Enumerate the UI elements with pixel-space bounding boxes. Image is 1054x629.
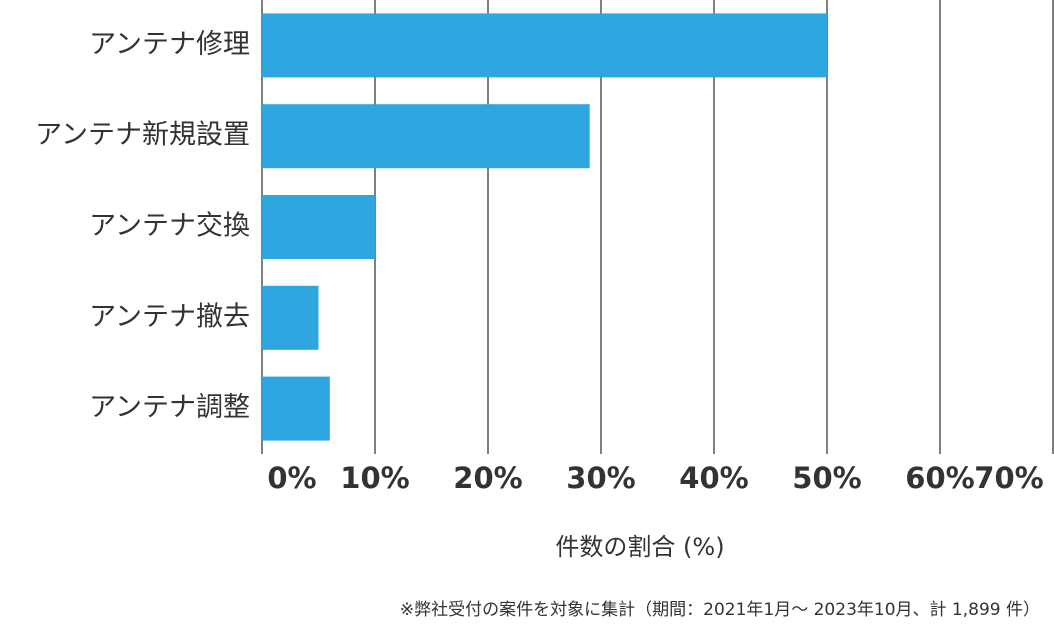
bar: [262, 13, 827, 78]
x-tick-label: 50%: [792, 461, 861, 495]
y-tick-label: アンテナ新規設置: [35, 120, 250, 151]
x-axis-title: 件数の割合 (%): [555, 533, 724, 561]
bar: [262, 104, 590, 169]
bar: [262, 285, 319, 350]
bar: [262, 376, 330, 441]
bar: [262, 195, 375, 259]
y-tick-label: アンテナ修理: [89, 29, 250, 60]
y-tick-label: アンテナ交換: [89, 211, 250, 242]
x-tick-label: 70%: [974, 461, 1043, 495]
x-tick-label: 30%: [566, 461, 635, 495]
x-tick-label: 60%: [905, 461, 974, 495]
x-tick-label: 10%: [340, 461, 409, 495]
x-tick-label: 20%: [453, 461, 522, 495]
y-tick-label: アンテナ調整: [89, 392, 250, 423]
footnote: ※弊社受付の案件を対象に集計（期間：2021年1月～ 2023年10月、計 1,…: [400, 600, 1040, 620]
y-tick-label: アンテナ撤去: [89, 301, 250, 332]
x-tick-label: 40%: [679, 461, 748, 495]
x-tick-label: 0%: [267, 461, 316, 495]
